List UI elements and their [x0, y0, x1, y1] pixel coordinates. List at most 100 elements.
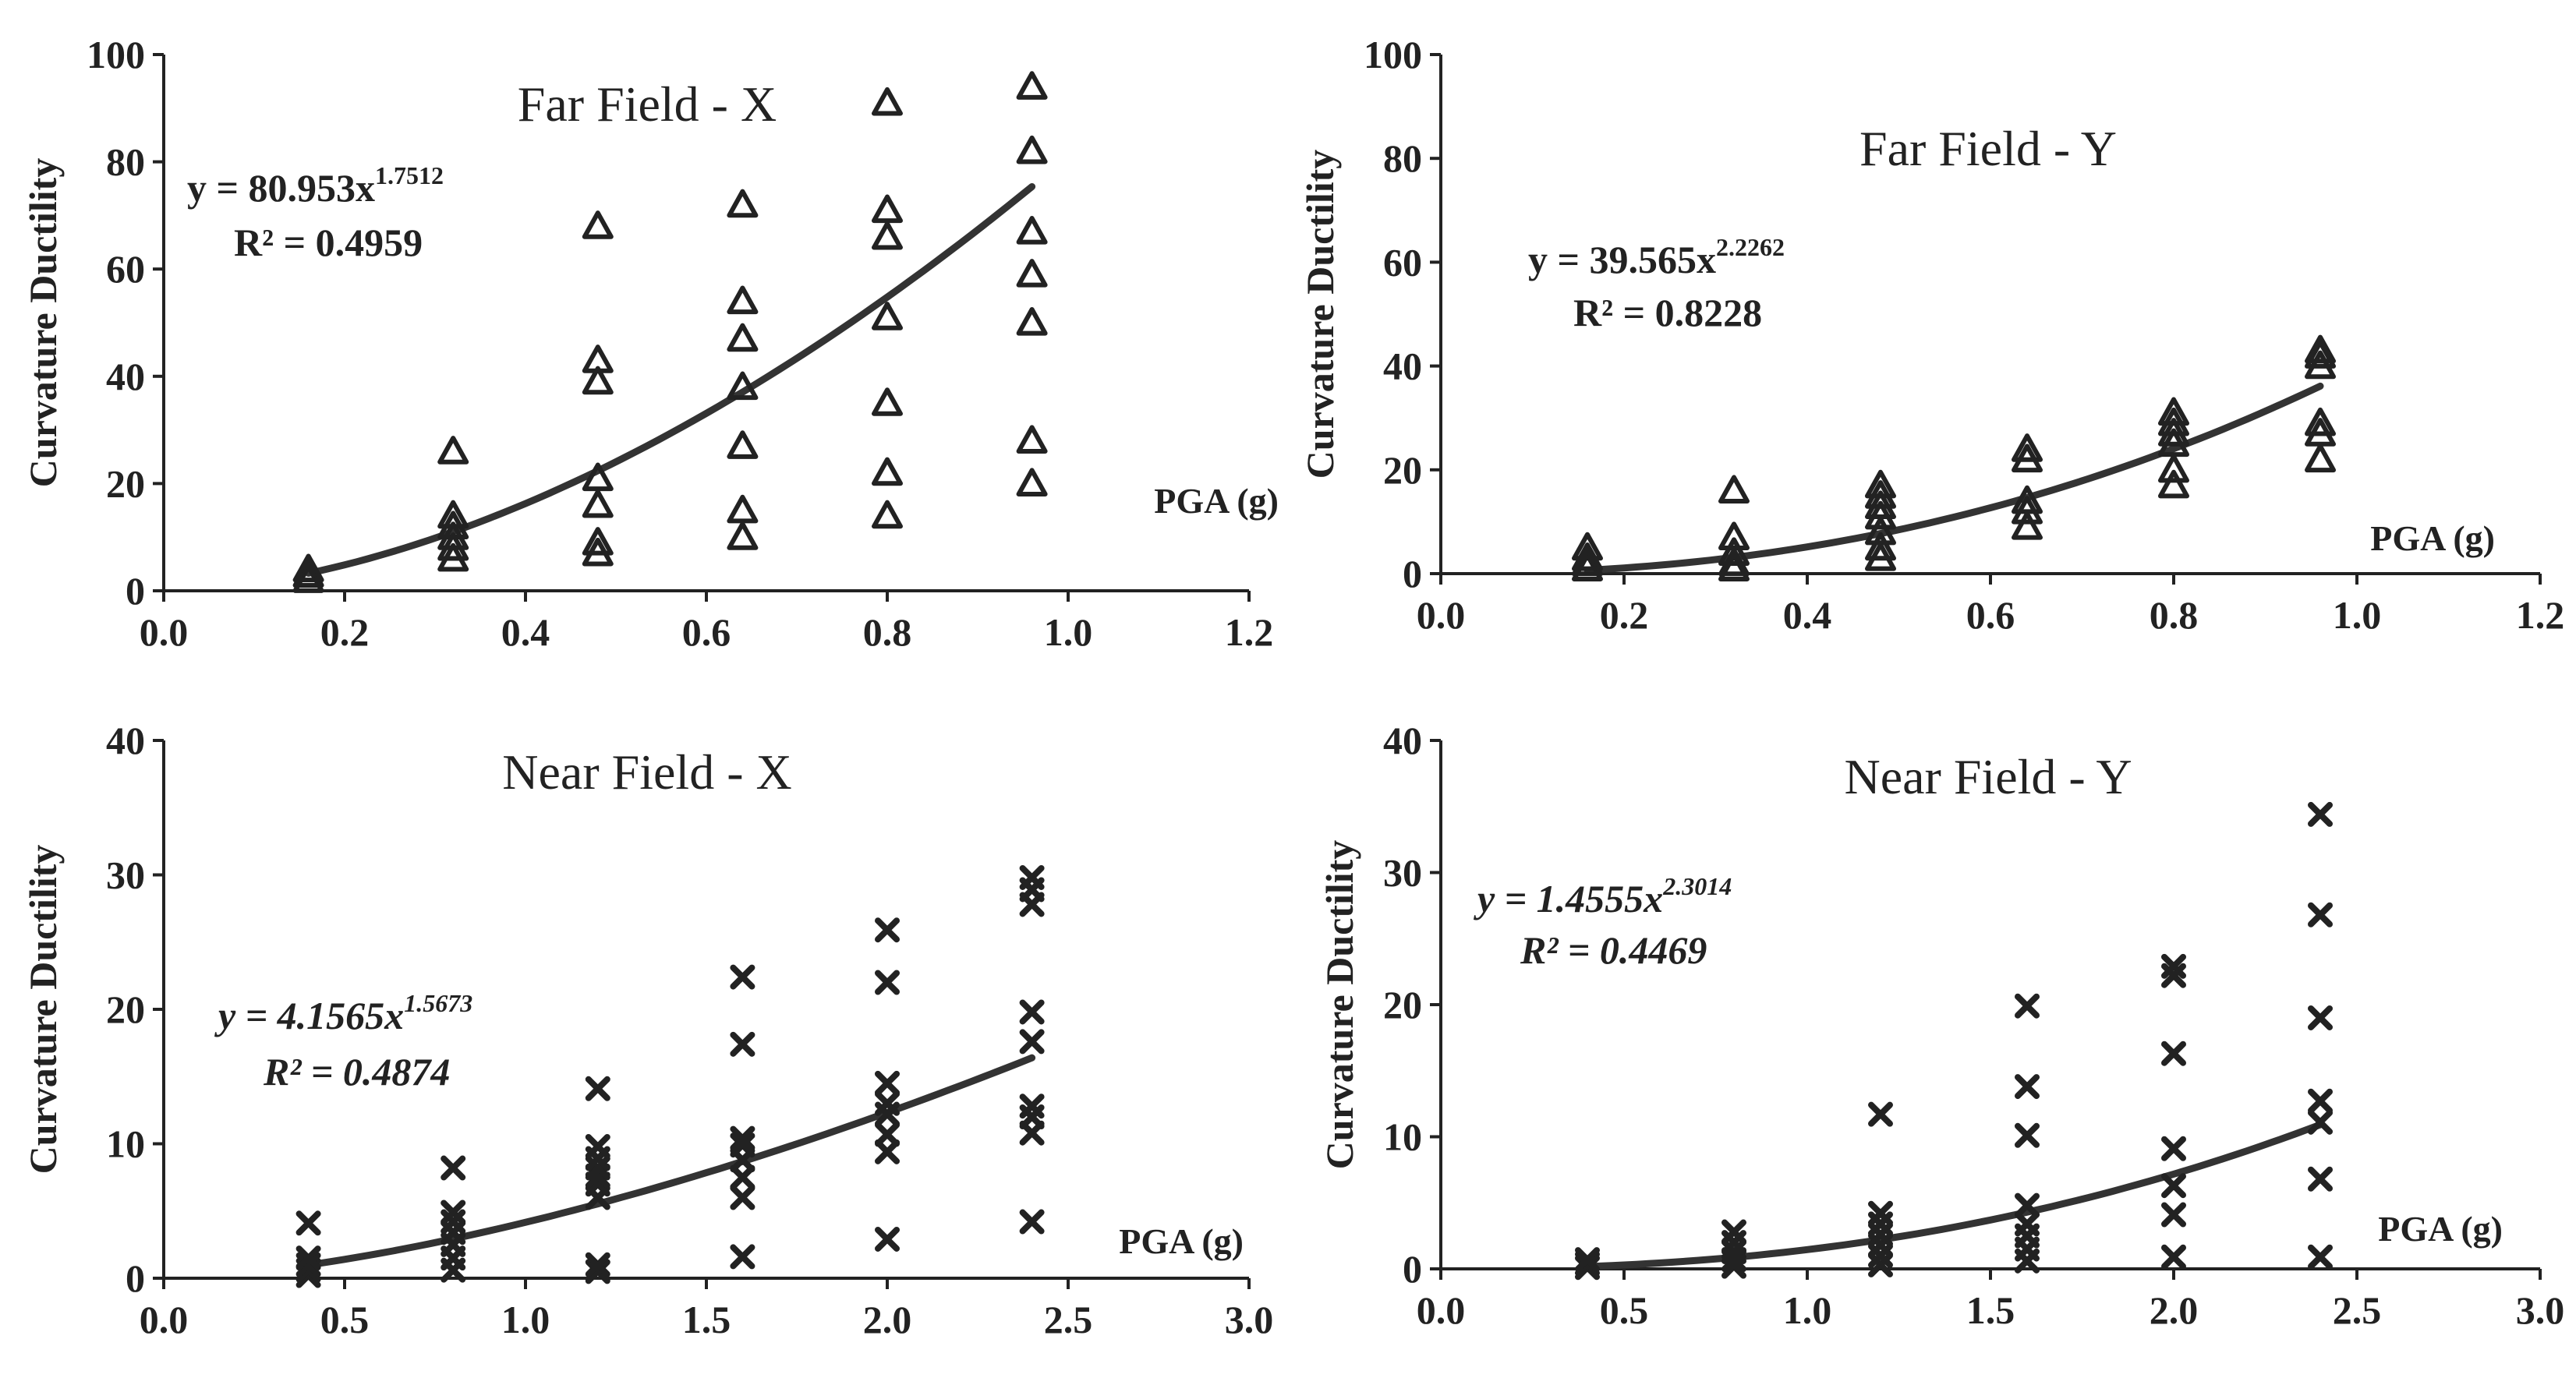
- data-point: [1019, 1029, 1045, 1055]
- chart-title: Near Field - X: [502, 744, 791, 800]
- y-axis-label: Curvature Ductility: [1298, 150, 1342, 479]
- data-point: [2015, 1192, 2040, 1218]
- data-point: [585, 1252, 610, 1277]
- data-point: [872, 302, 903, 330]
- data-point: [1575, 1247, 1600, 1273]
- y-tick-label: 20: [1383, 448, 1422, 492]
- data-point: [872, 387, 903, 416]
- y-tick-label: 80: [1383, 136, 1422, 180]
- x-tick-label: 0.4: [501, 610, 550, 654]
- y-tick-label: 40: [1383, 719, 1422, 762]
- data-point: [872, 87, 903, 116]
- chart-title: Far Field - X: [518, 76, 777, 132]
- data-point: [730, 1185, 755, 1210]
- data-point: [292, 553, 324, 583]
- x-tick-label: 1.2: [1225, 610, 1274, 654]
- data-point: [727, 323, 759, 352]
- equation-exponent: 1.7512: [375, 161, 444, 189]
- data-point: [727, 371, 759, 401]
- data-point: [872, 194, 903, 224]
- data-point: [2161, 1136, 2186, 1161]
- data-point: [2161, 1173, 2186, 1199]
- data-point: [2308, 1109, 2333, 1135]
- data-point: [2308, 1166, 2333, 1192]
- data-point: [295, 1245, 321, 1271]
- y-tick-label: 20: [1383, 983, 1422, 1026]
- y-tick-label: 10: [1383, 1115, 1422, 1159]
- data-point: [2015, 1122, 2040, 1148]
- x-tick-label: 0.5: [320, 1298, 370, 1341]
- equation-base: y = 80.953x: [187, 166, 375, 210]
- x-tick-label: 1.5: [682, 1298, 731, 1341]
- r-squared: R² = 0.8228: [1573, 291, 1762, 334]
- trendline: [1583, 382, 2324, 574]
- x-tick-label: 0.6: [682, 610, 731, 654]
- data-point: [585, 1259, 610, 1284]
- y-tick-label: 0: [126, 569, 145, 613]
- y-tick-label: 10: [106, 1122, 145, 1166]
- data-point: [2308, 1088, 2333, 1114]
- data-point: [1016, 425, 1048, 454]
- data-point: [2012, 433, 2043, 462]
- y-tick-label: 30: [106, 853, 145, 897]
- x-tick-label: 0.4: [1783, 593, 1832, 637]
- r-squared: R² = 0.4959: [234, 221, 423, 264]
- x-axis-label: PGA (g): [1154, 481, 1279, 521]
- x-tick-label: 3.0: [2516, 1288, 2565, 1332]
- data-point: [875, 917, 900, 943]
- data-point: [2308, 1244, 2333, 1270]
- trendline: [305, 183, 1036, 577]
- data-point: [582, 344, 614, 373]
- y-tick-label: 40: [106, 719, 145, 762]
- data-point: [2012, 511, 2043, 540]
- data-point: [1572, 547, 1603, 577]
- data-point: [1016, 216, 1048, 245]
- data-point: [1019, 864, 1045, 890]
- r-squared: R² = 0.4874: [263, 1050, 450, 1094]
- data-point: [2015, 1211, 2040, 1237]
- data-point: [441, 1200, 466, 1225]
- chart-title: Far Field - Y: [1859, 121, 2117, 176]
- data-point: [582, 210, 614, 239]
- data-point: [1718, 521, 1750, 550]
- trendline: [1583, 1121, 2324, 1270]
- y-tick-label: 100: [1364, 33, 1422, 76]
- data-point: [875, 1139, 900, 1164]
- data-point: [295, 1210, 321, 1236]
- data-point: [582, 527, 614, 556]
- data-point: [2015, 993, 2040, 1019]
- chart-panel-1: 0 20 40 60 80 100 0.0 0.2 0.4 0.6 0.8 1.0 1.2 Far Fie…: [21, 33, 1279, 654]
- equation-base: y = 4.1565x: [214, 994, 404, 1037]
- trend-equation: y = 1.4555x2.3014: [1474, 872, 1732, 920]
- data-point: [875, 970, 900, 995]
- data-point: [1019, 999, 1045, 1025]
- data-point: [585, 1076, 610, 1101]
- x-tick-label: 0.0: [140, 1298, 189, 1341]
- equation-exponent: 1.5673: [404, 989, 472, 1017]
- x-tick-label: 0.0: [1417, 593, 1466, 637]
- data-point: [1718, 537, 1750, 566]
- y-axis-label: Curvature Ductility: [1318, 840, 1361, 1170]
- y-tick-label: 40: [1383, 344, 1422, 388]
- data-point: [872, 221, 903, 250]
- data-point: [2158, 397, 2189, 426]
- data-point: [2161, 953, 2186, 979]
- data-point: [2161, 1202, 2186, 1228]
- equation-exponent: 2.2262: [1716, 233, 1785, 261]
- x-tick-label: 0.5: [1600, 1288, 1649, 1332]
- y-tick-label: 20: [106, 461, 145, 505]
- x-tick-label: 0.2: [320, 610, 370, 654]
- data-point: [2158, 469, 2189, 499]
- data-point: [727, 521, 759, 550]
- data-point: [1865, 469, 1896, 499]
- data-point: [437, 500, 469, 529]
- data-point: [1572, 532, 1603, 561]
- data-point: [875, 1070, 900, 1096]
- x-tick-label: 1.5: [1966, 1288, 2015, 1332]
- data-point: [872, 500, 903, 529]
- data-point: [2015, 1074, 2040, 1100]
- x-tick-label: 0.8: [2150, 593, 2199, 637]
- x-axis-label: PGA (g): [1119, 1221, 1244, 1261]
- data-point: [1016, 307, 1048, 336]
- data-point: [2305, 334, 2336, 364]
